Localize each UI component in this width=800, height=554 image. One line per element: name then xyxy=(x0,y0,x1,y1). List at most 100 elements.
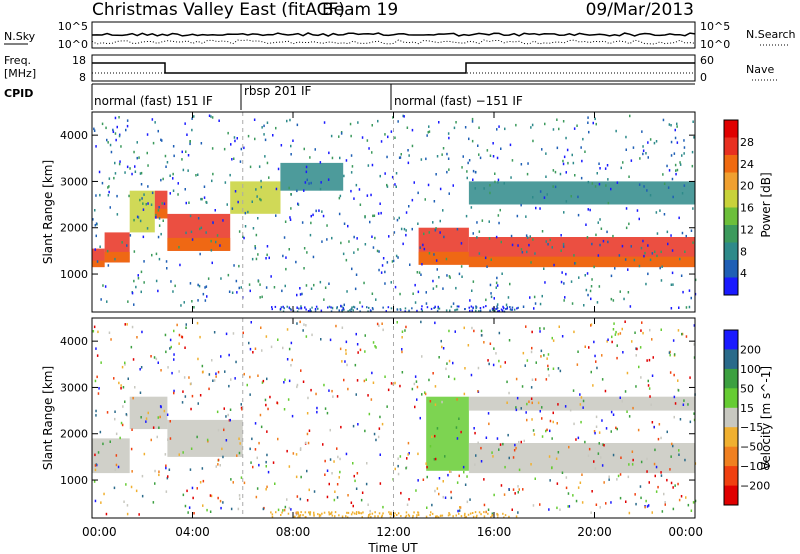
echo-point xyxy=(206,438,209,442)
echo-point xyxy=(131,291,134,295)
echo-point xyxy=(395,254,398,258)
echo-point xyxy=(202,370,204,374)
echo-point xyxy=(333,460,335,463)
echo-point xyxy=(512,456,515,459)
echo-point xyxy=(99,430,102,434)
echo-point xyxy=(380,211,382,215)
echo-point xyxy=(377,435,380,439)
near-range-echo xyxy=(271,306,273,309)
echo-point xyxy=(234,139,236,143)
echo-point xyxy=(112,130,115,133)
echo-point xyxy=(660,474,663,477)
echo-point xyxy=(693,343,695,346)
colorbar-tick-label: −50 xyxy=(740,441,763,454)
echo-point xyxy=(310,388,312,392)
echo-point xyxy=(227,413,229,417)
echo-point xyxy=(445,367,447,371)
echo-point xyxy=(268,176,270,179)
echo-point xyxy=(155,252,158,256)
echo-point xyxy=(583,304,585,307)
echo-point xyxy=(435,259,438,262)
echo-point xyxy=(158,206,160,209)
echo-point xyxy=(133,279,135,283)
echo-point xyxy=(448,168,450,171)
echo-point xyxy=(446,152,448,156)
near-range-echo xyxy=(300,305,302,308)
echo-point xyxy=(338,476,340,479)
echo-point xyxy=(508,488,510,491)
echo-point xyxy=(211,116,214,119)
near-range-echo xyxy=(345,515,347,518)
near-range-echo xyxy=(497,516,499,519)
echo-point xyxy=(525,411,527,414)
near-range-echo xyxy=(307,310,310,312)
echo-point xyxy=(165,260,168,263)
echo-point xyxy=(285,267,287,271)
near-range-echo xyxy=(471,512,474,514)
echo-point xyxy=(655,140,658,143)
echo-point xyxy=(222,455,224,459)
echo-point xyxy=(230,478,232,481)
echo-point xyxy=(679,418,682,421)
echo-point xyxy=(689,420,692,424)
near-range-echo xyxy=(318,515,321,518)
echo-point xyxy=(692,501,695,504)
echo-point xyxy=(674,402,677,405)
colorbar-cell xyxy=(724,407,738,428)
echo-point xyxy=(489,191,491,195)
echo-point xyxy=(516,396,519,400)
echo-point xyxy=(651,374,654,377)
colorbar-cell xyxy=(724,207,738,226)
near-range-echo xyxy=(504,514,507,517)
echo-point xyxy=(614,267,616,270)
echo-point xyxy=(515,377,518,381)
echo-point xyxy=(455,286,457,290)
echo-point xyxy=(679,161,681,164)
echo-point xyxy=(375,346,377,349)
echo-point xyxy=(394,285,397,289)
echo-point xyxy=(469,498,471,501)
echo-point xyxy=(527,162,529,165)
echo-point xyxy=(579,403,582,406)
echo-point xyxy=(133,303,135,306)
echo-point xyxy=(508,456,510,460)
echo-point xyxy=(432,221,434,224)
near-range-echo xyxy=(456,308,459,311)
echo-point xyxy=(266,485,268,489)
echo-point xyxy=(436,427,439,430)
echo-point xyxy=(607,338,609,341)
near-range-echo xyxy=(313,511,315,514)
echo-point xyxy=(166,161,169,164)
echo-point xyxy=(687,503,690,507)
echo-point xyxy=(378,427,381,430)
echo-point xyxy=(295,260,297,264)
echo-point xyxy=(154,121,156,124)
near-range-echo xyxy=(320,309,323,312)
echo-point xyxy=(326,495,329,499)
echo-point xyxy=(173,389,175,393)
echo-point xyxy=(93,127,95,131)
echo-point xyxy=(155,216,157,219)
echo-point xyxy=(283,508,286,512)
near-range-echo xyxy=(463,514,466,517)
echo-point xyxy=(398,156,401,159)
echo-point xyxy=(694,499,697,503)
echo-point xyxy=(625,207,628,210)
echo-point xyxy=(504,127,506,131)
echo-point xyxy=(209,510,212,513)
echo-point xyxy=(254,422,257,425)
echo-point xyxy=(142,202,144,205)
echo-point xyxy=(690,509,693,512)
echo-point xyxy=(565,136,567,140)
echo-point xyxy=(217,428,220,432)
echo-point xyxy=(331,236,333,240)
echo-point xyxy=(531,418,533,421)
near-range-echo xyxy=(336,306,338,309)
echo-point xyxy=(372,214,374,218)
echo-point xyxy=(249,165,252,169)
echo-point xyxy=(299,447,302,450)
echo-point xyxy=(349,122,352,126)
echo-point xyxy=(572,389,575,392)
echo-point xyxy=(95,463,97,466)
echo-point xyxy=(640,376,642,379)
